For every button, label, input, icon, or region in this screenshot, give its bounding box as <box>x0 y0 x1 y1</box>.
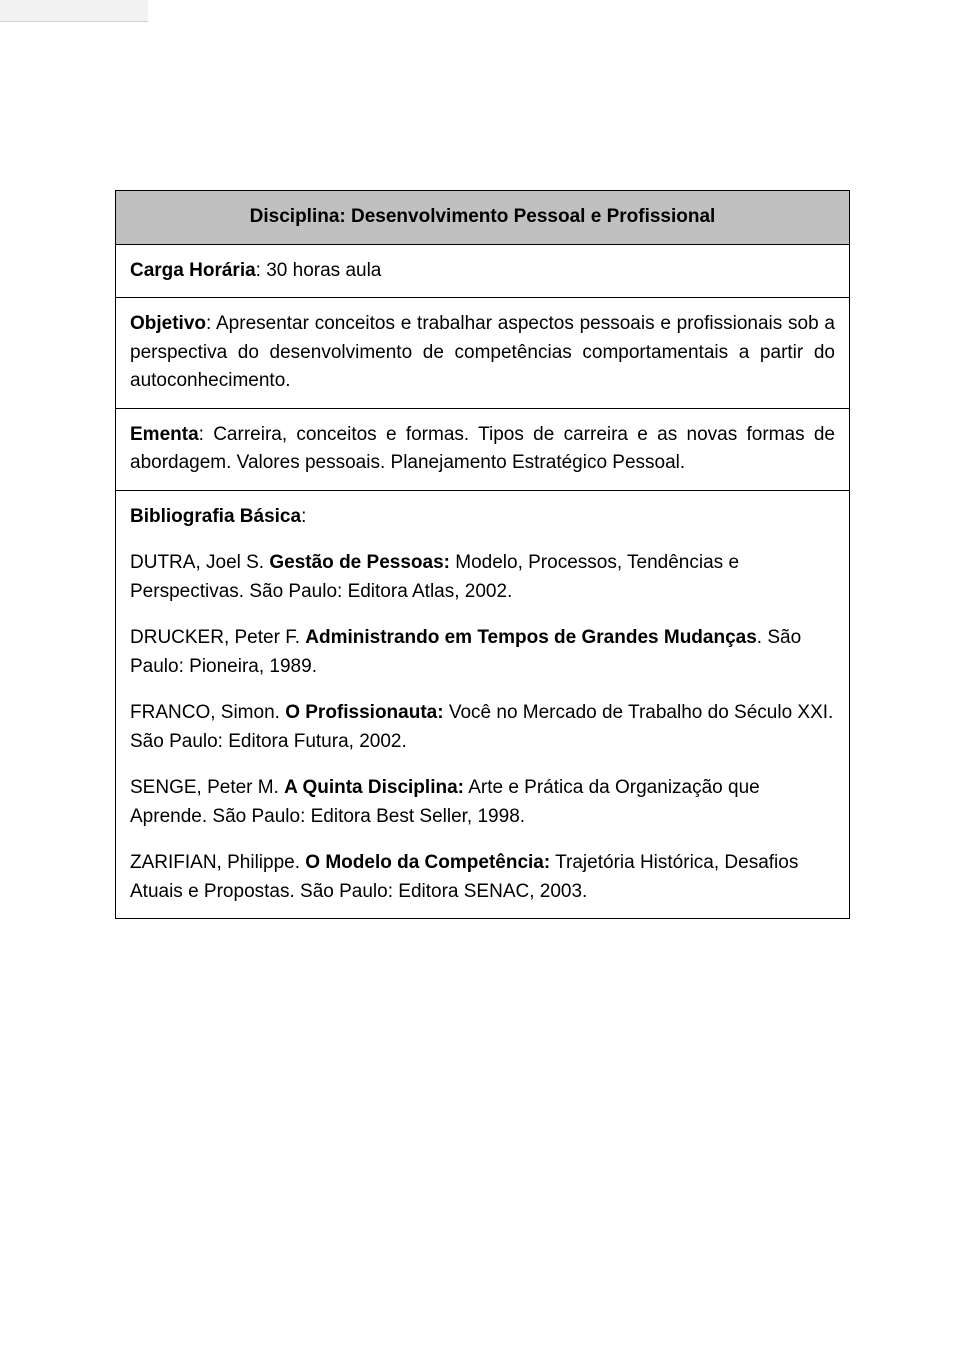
table-row: Ementa: Carreira, conceitos e formas. Ti… <box>116 408 850 490</box>
reference-entry: DRUCKER, Peter F. Administrando em Tempo… <box>130 624 835 681</box>
reference-entry: SENGE, Peter M. A Quinta Disciplina: Art… <box>130 774 835 831</box>
table-row: Carga Horária: 30 horas aula <box>116 244 850 298</box>
objetivo-label: Objetivo <box>130 313 206 334</box>
carga-horaria-cell: Carga Horária: 30 horas aula <box>116 244 850 298</box>
syllabus-table: Disciplina: Desenvolvimento Pessoal e Pr… <box>115 190 850 919</box>
ementa-label: Ementa <box>130 424 199 445</box>
reference-title: O Profissionauta: <box>285 702 443 723</box>
ementa-text: : Carreira, conceitos e formas. Tipos de… <box>130 424 835 474</box>
tab-stub <box>0 0 148 22</box>
objetivo-text: : Apresentar conceitos e trabalhar aspec… <box>130 313 835 391</box>
reference-author: SENGE, Peter M. <box>130 777 284 798</box>
reference-author: DRUCKER, Peter F. <box>130 627 305 648</box>
table-row: Disciplina: Desenvolvimento Pessoal e Pr… <box>116 191 850 245</box>
reference-author: ZARIFIAN, Philippe. <box>130 852 305 873</box>
reference-entry: DUTRA, Joel S. Gestão de Pessoas: Modelo… <box>130 549 835 606</box>
reference-title: Administrando em Tempos de Grandes Mudan… <box>305 627 757 648</box>
table-row: Bibliografia Básica: DUTRA, Joel S. Gest… <box>116 490 850 919</box>
objetivo-cell: Objetivo: Apresentar conceitos e trabalh… <box>116 298 850 409</box>
bibliografia-colon: : <box>301 506 306 527</box>
reference-title: A Quinta Disciplina: <box>284 777 464 798</box>
reference-author: FRANCO, Simon. <box>130 702 285 723</box>
discipline-title: Disciplina: Desenvolvimento Pessoal e Pr… <box>116 191 850 245</box>
bibliografia-label: Bibliografia Básica <box>130 506 301 527</box>
carga-horaria-value: : 30 horas aula <box>256 260 382 281</box>
reference-entry: FRANCO, Simon. O Profissionauta: Você no… <box>130 699 835 756</box>
ementa-cell: Ementa: Carreira, conceitos e formas. Ti… <box>116 408 850 490</box>
carga-horaria-label: Carga Horária <box>130 260 256 281</box>
reference-title: O Modelo da Competência: <box>305 852 550 873</box>
bibliografia-heading: Bibliografia Básica: <box>130 503 835 532</box>
bibliografia-cell: Bibliografia Básica: DUTRA, Joel S. Gest… <box>116 490 850 919</box>
reference-entry: ZARIFIAN, Philippe. O Modelo da Competên… <box>130 849 835 906</box>
table-row: Objetivo: Apresentar conceitos e trabalh… <box>116 298 850 409</box>
reference-author: DUTRA, Joel S. <box>130 552 269 573</box>
document-page: Disciplina: Desenvolvimento Pessoal e Pr… <box>0 0 960 1349</box>
reference-title: Gestão de Pessoas: <box>269 552 450 573</box>
